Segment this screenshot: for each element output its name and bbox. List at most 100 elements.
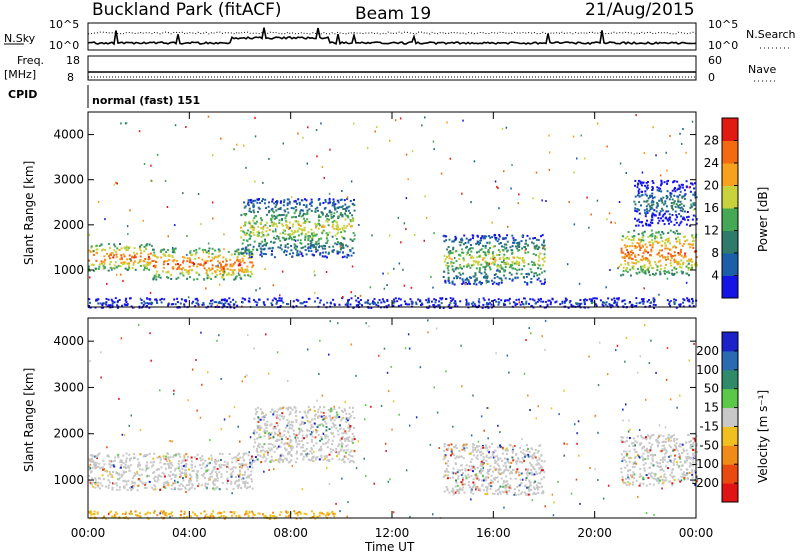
- echo-cell: [123, 471, 126, 474]
- echo-cell: [683, 197, 686, 200]
- scatter-cell: [143, 163, 146, 165]
- echo-cell: [521, 257, 524, 259]
- scatter-cell: [411, 150, 414, 153]
- echo-cell: [117, 264, 120, 267]
- echo-cell: [256, 220, 259, 223]
- echo-cell: [532, 237, 535, 240]
- echo-cell: [260, 235, 263, 238]
- echo-cell: [94, 478, 97, 481]
- scatter-cell: [212, 217, 214, 220]
- echo-cell: [522, 276, 525, 278]
- echo-cell: [530, 260, 533, 263]
- scatter-cell: [216, 304, 219, 307]
- scatter-cell: [688, 186, 690, 189]
- echo-cell: [647, 268, 649, 271]
- echo-cell: [225, 258, 227, 261]
- scatter-cell: [351, 265, 354, 268]
- echo-cell: [679, 480, 682, 483]
- echo-cell: [295, 434, 298, 437]
- echo-cell: [273, 427, 276, 430]
- echo-cell: [95, 248, 98, 251]
- echo-cell: [100, 466, 103, 469]
- echo-cell: [508, 461, 511, 464]
- scatter-cell: [649, 224, 652, 227]
- echo-cell: [279, 232, 282, 235]
- echo-cell: [637, 260, 640, 263]
- echo-cell: [667, 179, 670, 182]
- echo-cell: [113, 267, 116, 270]
- echo-cell: [540, 459, 543, 462]
- echo-cell: [385, 305, 388, 308]
- echo-cell: [292, 252, 295, 255]
- echo-cell: [300, 446, 302, 449]
- echo-cell: [642, 298, 645, 300]
- echo-cell: [444, 258, 447, 261]
- echo-cell: [578, 304, 581, 307]
- echo-cell: [257, 436, 260, 439]
- echo-cell: [144, 454, 147, 457]
- echo-cell: [644, 190, 647, 193]
- scatter-cell: [139, 297, 142, 300]
- echo-cell: [244, 205, 247, 208]
- echo-cell: [372, 300, 374, 303]
- echo-cell: [651, 207, 654, 210]
- echo-cell: [295, 419, 298, 422]
- echo-cell: [154, 275, 157, 278]
- echo-cell: [347, 216, 350, 219]
- echo-cell: [162, 455, 165, 458]
- echo-cell: [564, 300, 567, 303]
- echo-cell: [282, 460, 284, 463]
- echo-cell: [567, 306, 570, 309]
- echo-cell: [275, 422, 278, 425]
- echo-cell: [542, 247, 544, 250]
- echo-cell: [162, 485, 165, 488]
- echo-cell: [251, 273, 253, 275]
- scatter-cell: [325, 271, 328, 273]
- echo-cell: [666, 271, 668, 274]
- echo-cell: [94, 483, 97, 486]
- echo-cell: [530, 277, 533, 280]
- echo-cell: [94, 465, 97, 468]
- echo-cell: [213, 478, 216, 481]
- echo-cell: [577, 305, 580, 308]
- echo-cell: [477, 300, 480, 303]
- echo-cell: [473, 279, 476, 282]
- echo-cell: [153, 251, 156, 254]
- echo-cell: [488, 266, 491, 269]
- echo-cell: [287, 211, 290, 214]
- echo-cell: [304, 220, 307, 223]
- echo-cell: [343, 408, 346, 411]
- echo-cell: [188, 479, 190, 482]
- echo-cell: [645, 208, 648, 211]
- echo-cell: [439, 297, 442, 300]
- echo-cell: [255, 431, 258, 434]
- echo-cell: [615, 304, 618, 307]
- echo-cell: [247, 454, 250, 457]
- echo-cell: [305, 253, 308, 256]
- echo-cell: [314, 243, 317, 245]
- echo-cell: [156, 270, 159, 273]
- echo-cell: [178, 465, 181, 468]
- echo-cell: [322, 202, 325, 204]
- echo-cell: [454, 302, 457, 305]
- echo-cell: [512, 445, 515, 448]
- echo-cell: [687, 215, 690, 218]
- echo-cell: [599, 299, 602, 302]
- echo-cell: [287, 453, 290, 456]
- echo-cell: [464, 474, 467, 477]
- echo-cell: [629, 274, 632, 277]
- echo-cell: [209, 472, 212, 475]
- echo-cell: [296, 202, 298, 205]
- echo-cell: [525, 449, 528, 452]
- echo-cell: [332, 422, 334, 425]
- echo-cell: [176, 481, 179, 484]
- echo-cell: [269, 442, 272, 445]
- echo-cell: [626, 270, 629, 273]
- echo-cell: [272, 413, 275, 416]
- echo-cell: [285, 448, 288, 451]
- scatter-cell: [350, 180, 353, 183]
- echo-cell: [531, 298, 534, 301]
- echo-cell: [511, 450, 514, 453]
- echo-cell: [651, 199, 654, 202]
- echo-cell: [350, 254, 353, 257]
